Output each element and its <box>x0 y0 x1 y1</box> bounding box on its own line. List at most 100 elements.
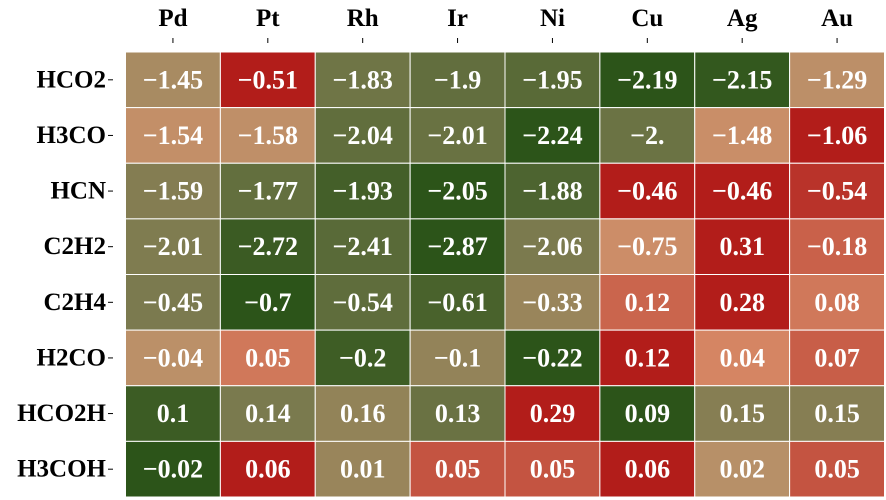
data-label: −1.29 <box>807 65 867 94</box>
heatmap-cell-rect <box>599 329 696 387</box>
heatmap-cell-rect <box>409 440 506 498</box>
heatmap-cell-rect <box>789 329 885 387</box>
heatmap-cell-h3co-rh: −2.04 <box>314 107 411 164</box>
heatmap-cell-rect <box>599 274 696 331</box>
heatmap-cell-c2h4-pd: −0.45 <box>125 274 221 331</box>
column-labels: Pd Pt Rh Ir Ni Cu Ag Au <box>158 5 853 43</box>
data-label: 0.14 <box>245 399 291 428</box>
column-label-ir: Ir <box>447 5 468 32</box>
heatmap-cell-rect <box>504 385 601 442</box>
data-label: 0.02 <box>719 455 765 484</box>
data-label: −2.41 <box>333 232 393 261</box>
data-label: −0.61 <box>427 288 487 317</box>
heatmap-cell-h3co-ir: −2.01 <box>409 107 506 164</box>
heatmap-cell-hco2-pt: −0.51 <box>219 51 316 109</box>
heatmap-cell-rect <box>219 218 316 275</box>
heatmap-cell-rect <box>789 274 885 331</box>
heatmap-cell-c2h4-au: 0.08 <box>789 274 885 331</box>
data-label: −1.06 <box>807 121 867 150</box>
row-label-hcn: HCN <box>50 178 106 205</box>
heatmap-cell-hco2-au: −1.29 <box>789 51 885 109</box>
heatmap-cell-h2co-au: 0.07 <box>789 329 885 387</box>
heatmap-cell-c2h2-ag: 0.31 <box>694 218 791 275</box>
data-label: −2.06 <box>522 232 582 261</box>
data-label: −2.72 <box>238 232 298 261</box>
column-label-au: Au <box>821 5 853 32</box>
heatmap-cell-h2co-cu: 0.12 <box>599 329 696 387</box>
heatmap-cell-hco2-rh: −1.83 <box>314 51 411 109</box>
column-label-ni: Ni <box>540 5 565 32</box>
data-label: 0.09 <box>625 399 671 428</box>
heatmap-cell-rect <box>125 107 221 164</box>
heatmap-cell-rect <box>409 218 506 275</box>
heatmap-cell-hco2-cu: −2.19 <box>599 51 696 109</box>
column-label-cu: Cu <box>631 5 663 32</box>
heatmap-cell-hcn-pd: −1.59 <box>125 162 221 220</box>
heatmap-cell-hcn-ni: −1.88 <box>504 162 601 220</box>
heatmap-cell-rect <box>694 162 791 220</box>
data-label: 0.06 <box>625 455 671 484</box>
data-label: −2.01 <box>427 121 487 150</box>
heatmap-cell-h2co-pt: 0.05 <box>219 329 316 387</box>
heatmap-cell-h3co-pt: −1.58 <box>219 107 316 164</box>
data-label: 0.08 <box>814 288 860 317</box>
heatmap-cell-c2h4-ir: −0.61 <box>409 274 506 331</box>
heatmap-cell-rect <box>219 440 316 498</box>
heatmap-cell-rect <box>219 329 316 387</box>
heatmap-cell-h3co-pd: −1.54 <box>125 107 221 164</box>
column-label-pd: Pd <box>158 5 187 32</box>
heatmap-cell-hcn-pt: −1.77 <box>219 162 316 220</box>
heatmap-cell-rect <box>409 329 506 387</box>
heatmap-cell-hco2h-rh: 0.16 <box>314 385 411 442</box>
heatmap-cell-rect <box>789 440 885 498</box>
data-label: −0.04 <box>143 343 203 372</box>
heatmap-cell-h2co-ni: −0.22 <box>504 329 601 387</box>
row-label-c2h4: C2H4 <box>44 289 107 316</box>
row-label-h2co: H2CO <box>37 344 106 371</box>
data-label: −0.46 <box>712 177 772 206</box>
heatmap-cell-h3co-au: −1.06 <box>789 107 885 164</box>
column-label-ag: Ag <box>727 5 758 32</box>
heatmap-cell-hco2-ni: −1.95 <box>504 51 601 109</box>
heatmap-cell-h2co-rh: −0.2 <box>314 329 411 387</box>
data-label: 0.12 <box>625 343 671 372</box>
heatmap-cell-rect <box>694 107 791 164</box>
data-label: 0.12 <box>625 288 671 317</box>
row-label-hco2: HCO2 <box>37 66 106 93</box>
data-label: −0.51 <box>238 65 298 94</box>
data-label: −0.45 <box>143 288 203 317</box>
heatmap-cell-rect <box>694 51 791 109</box>
data-label: 0.1 <box>157 399 190 428</box>
data-label: −1.93 <box>333 177 393 206</box>
heatmap-cell-h3coh-ir: 0.05 <box>409 440 506 498</box>
heatmap-cell-c2h4-ag: 0.28 <box>694 274 791 331</box>
data-label: −1.45 <box>143 65 203 94</box>
row-label-h3coh: H3COH <box>17 456 106 483</box>
heatmap-cell-rect <box>504 107 601 164</box>
heatmap-cell-rect <box>409 385 506 442</box>
heatmap-cell-rect <box>125 162 221 220</box>
heatmap-cell-hco2-pd: −1.45 <box>125 51 221 109</box>
heatmap-cell-h3coh-pt: 0.06 <box>219 440 316 498</box>
data-label: −0.75 <box>617 232 677 261</box>
heatmap-cell-rect <box>694 329 791 387</box>
heatmap-cell-rect <box>409 274 506 331</box>
heatmap-cell-rect <box>314 440 411 498</box>
heatmap-cell-rect <box>314 218 411 275</box>
heatmap-cell-rect <box>314 274 411 331</box>
heatmap-cell-h3coh-ni: 0.05 <box>504 440 601 498</box>
heatmap-cell-hcn-rh: −1.93 <box>314 162 411 220</box>
heatmap-cell-c2h2-pt: −2.72 <box>219 218 316 275</box>
heatmap-cell-h3coh-cu: 0.06 <box>599 440 696 498</box>
heatmap-cell-rect <box>599 440 696 498</box>
heatmap-cell-h2co-ag: 0.04 <box>694 329 791 387</box>
data-label: 0.16 <box>340 399 386 428</box>
data-label: −2.05 <box>427 177 487 206</box>
data-label: −0.46 <box>617 177 677 206</box>
heatmap-cell-rect <box>504 162 601 220</box>
heatmap-cell-rect <box>694 385 791 442</box>
data-label: −1.59 <box>143 177 203 206</box>
heatmap-cell-c2h2-au: −0.18 <box>789 218 885 275</box>
data-label: −2.87 <box>427 232 487 261</box>
data-label: −2.24 <box>522 121 582 150</box>
